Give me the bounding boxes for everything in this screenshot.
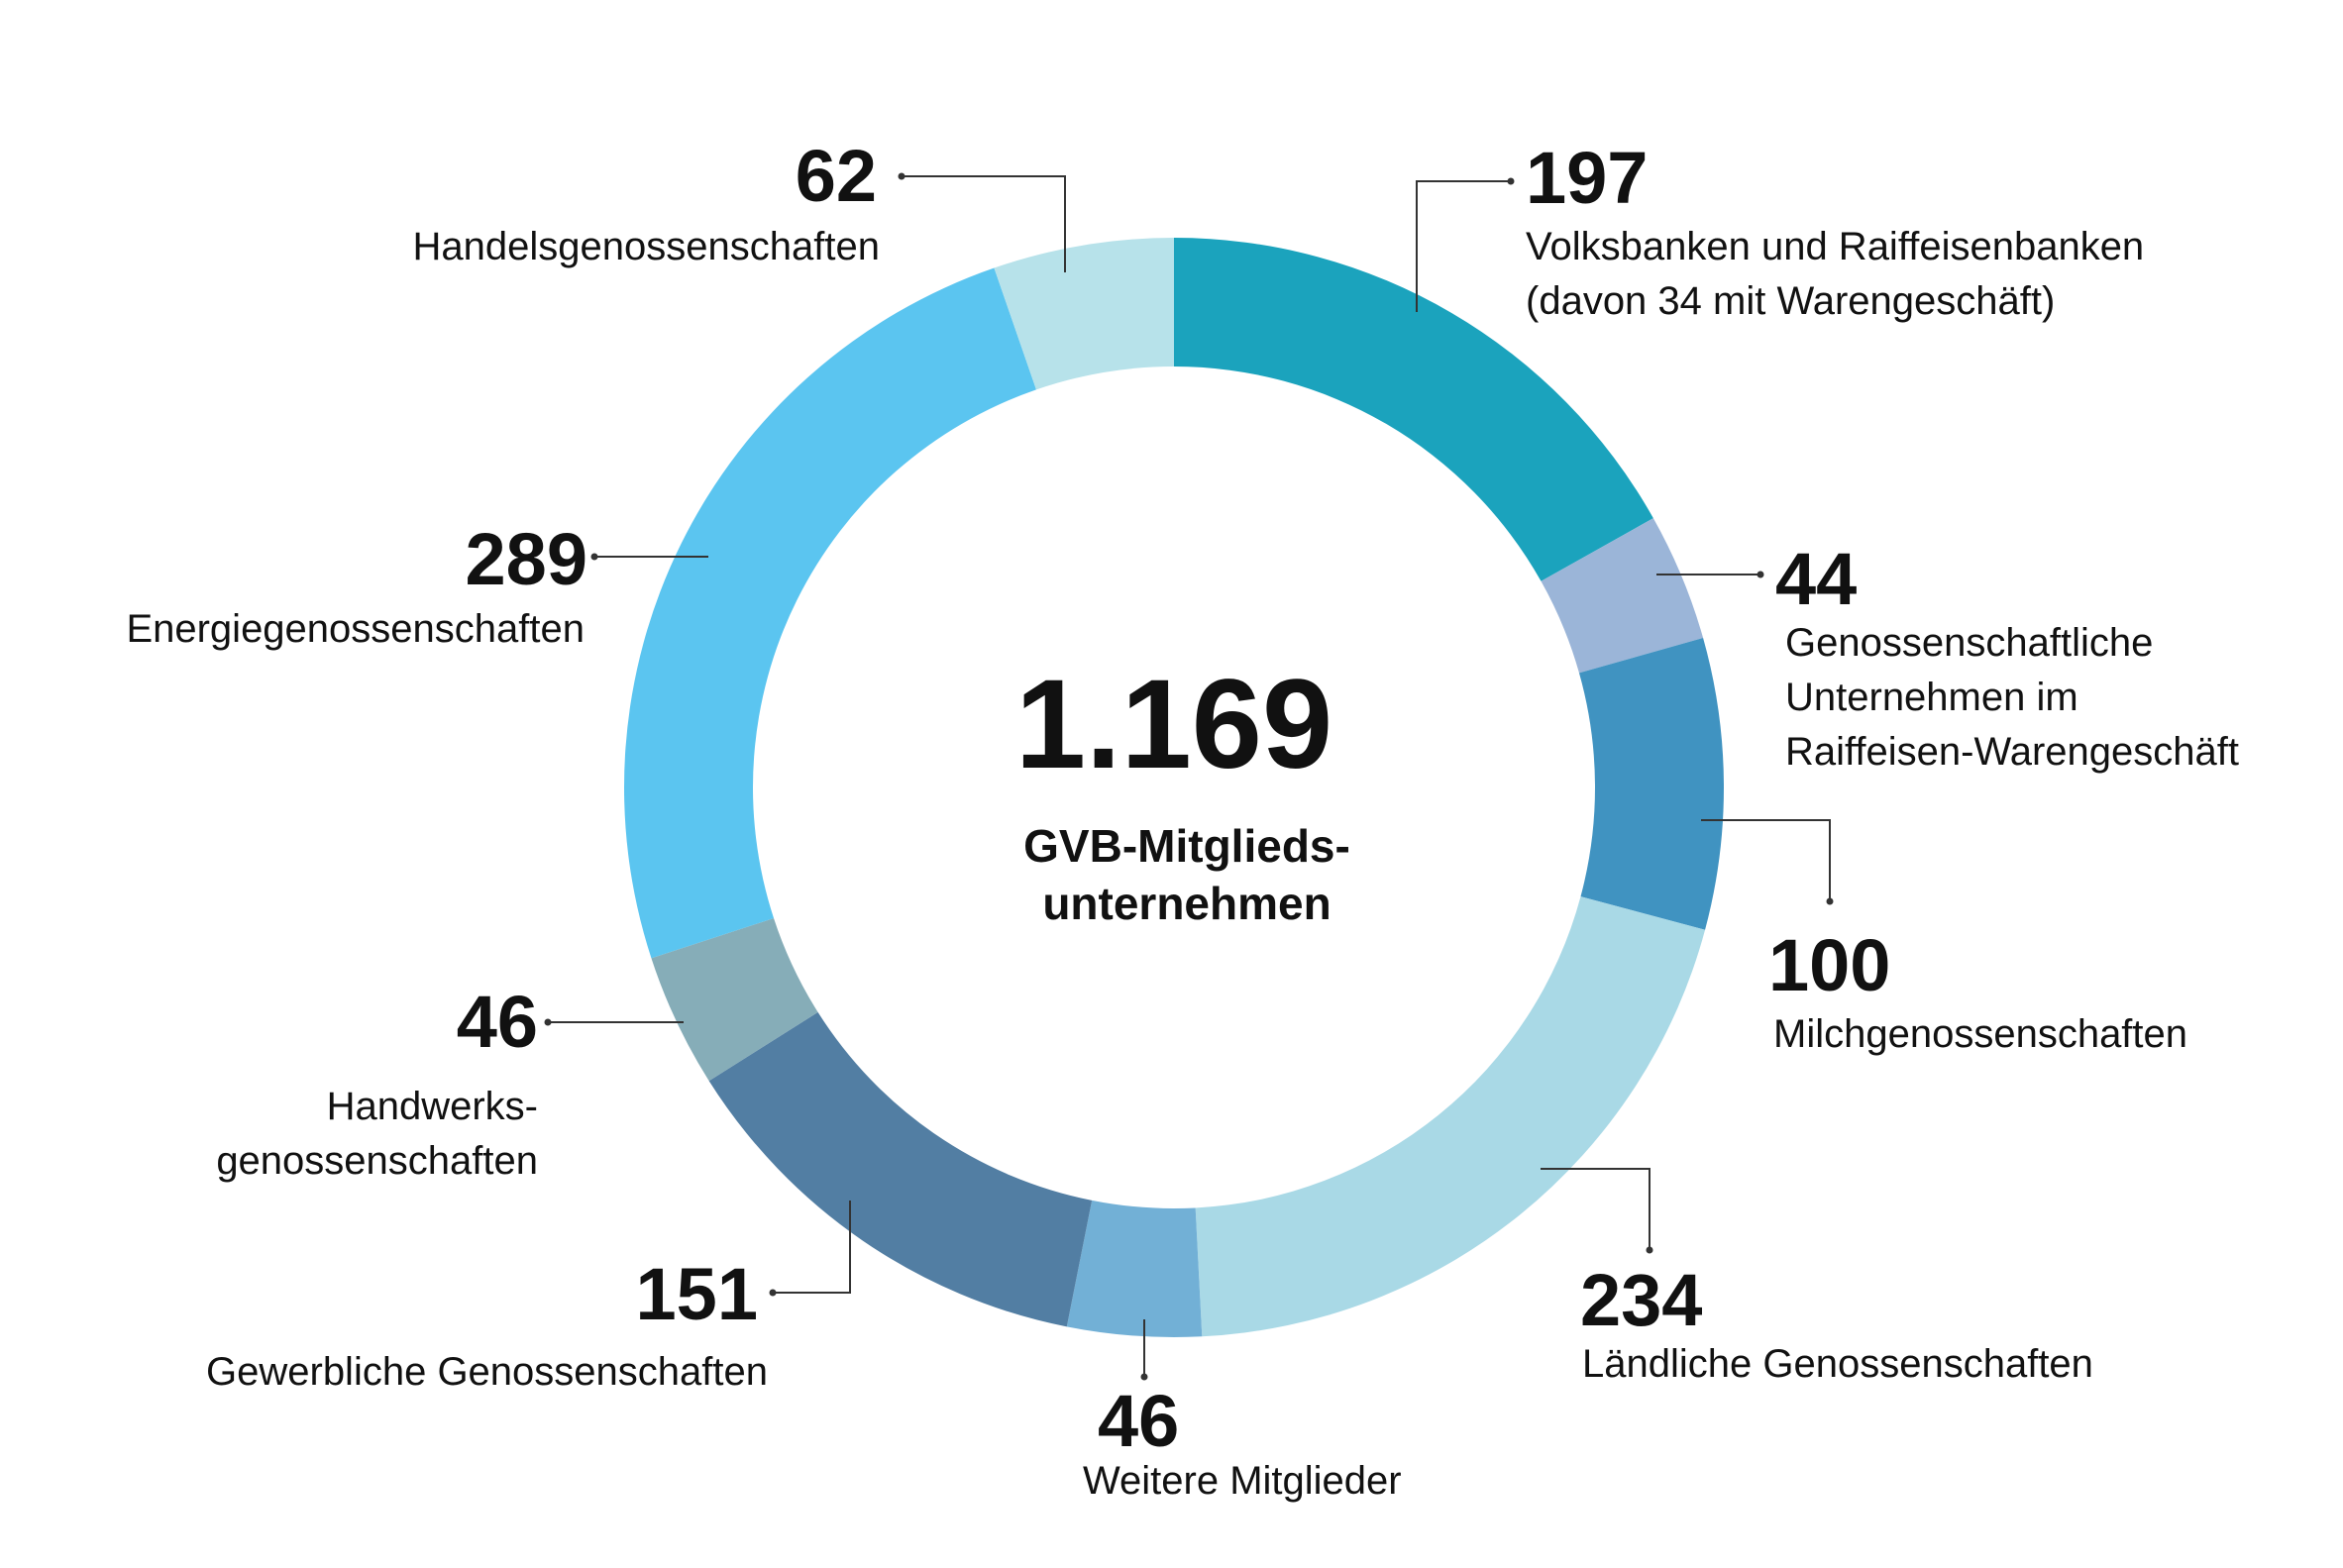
leader-lines	[544, 172, 1834, 1381]
leader-dot-gewerbliche-genossenschaften	[769, 1289, 777, 1297]
value-label-volksbanken-und-raiffeisenbanken: 197	[1526, 137, 1648, 219]
category-label-gewerbliche-genossenschaften-line-1: Gewerbliche Genossenschaften	[206, 1350, 768, 1394]
leader-dot-handelsgenossenschaften	[898, 172, 905, 180]
category-label-handwerksgenossenschaften-line-2: genossenschaften	[216, 1139, 538, 1183]
value-label-milchgenossenschaften: 100	[1768, 924, 1890, 1006]
leader-line-handelsgenossenschaften	[902, 175, 1066, 272]
category-label-handelsgenossenschaften-line-1: Handelsgenossenschaften	[413, 225, 880, 268]
category-label-weitere-mitglieder-line-1: Weitere Mitglieder	[1083, 1459, 1402, 1503]
category-label-genossenschaftliche-unternehmen-im-raiffeisen-warengeschaeft-line-2: Unternehmen im	[1785, 676, 2078, 719]
category-label-energiegenossenschaften-line-1: Energiegenossenschaften	[126, 607, 585, 651]
value-label-handelsgenossenschaften: 62	[796, 135, 877, 217]
center-total: 1.169	[1015, 654, 1332, 795]
donut-center: 1.169 GVB-Mitglieds- unternehmen	[1015, 654, 1350, 929]
slice-milchgenossenschaften	[1578, 638, 1724, 930]
leader-line-laendliche-genossenschaften	[1541, 1168, 1651, 1250]
slice-laendliche-genossenschaften	[1195, 896, 1706, 1337]
leader-dot-handwerksgenossenschaften	[544, 1018, 552, 1026]
slice-labels: 197 Volksbanken und Raiffeisenbanken (davo…	[126, 135, 2239, 1503]
slice-gewerbliche-genossenschaften	[708, 1011, 1093, 1327]
leader-line-gewerbliche-genossenschaften	[773, 1201, 851, 1294]
category-label-volksbanken-und-raiffeisenbanken-line-1: Volksbanken und Raiffeisenbanken	[1526, 225, 2144, 268]
value-label-gewerbliche-genossenschaften: 151	[636, 1253, 758, 1335]
category-label-handwerksgenossenschaften-line-1: Handwerks-	[327, 1085, 538, 1128]
leader-dot-weitere-mitglieder	[1140, 1373, 1148, 1381]
category-label-laendliche-genossenschaften-line-1: Ländliche Genossenschaften	[1582, 1342, 2093, 1386]
value-label-weitere-mitglieder: 46	[1098, 1380, 1179, 1462]
center-caption-line-2: unternehmen	[1042, 878, 1331, 929]
category-label-genossenschaftliche-unternehmen-im-raiffeisen-warengeschaeft-line-3: Raiffeisen-Warengeschäft	[1785, 730, 2239, 774]
slice-genossenschaftliche-unternehmen-im-raiffeisen-warengeschaeft	[1541, 518, 1704, 674]
slice-weitere-mitglieder	[1066, 1200, 1203, 1337]
leader-line-milchgenossenschaften	[1701, 819, 1831, 901]
slice-volksbanken-und-raiffeisenbanken	[1174, 238, 1653, 581]
leader-dot-laendliche-genossenschaften	[1646, 1246, 1653, 1254]
category-label-volksbanken-und-raiffeisenbanken-line-2: (davon 34 mit Warengeschäft)	[1526, 279, 2055, 323]
leader-dot-volksbanken-und-raiffeisenbanken	[1507, 177, 1515, 185]
center-caption-line-1: GVB-Mitglieds-	[1023, 820, 1350, 872]
leader-dot-milchgenossenschaften	[1826, 897, 1834, 905]
slice-handelsgenossenschaften	[994, 238, 1174, 390]
slice-energiegenossenschaften	[624, 267, 1036, 959]
value-label-handwerksgenossenschaften: 46	[457, 981, 538, 1063]
value-label-laendliche-genossenschaften: 234	[1580, 1259, 1702, 1341]
donut-slices	[624, 238, 1724, 1337]
slice-handwerksgenossenschaften	[651, 917, 818, 1082]
value-label-genossenschaftliche-unternehmen-im-raiffeisen-warengeschaeft: 44	[1775, 538, 1857, 620]
leader-dot-energiegenossenschaften	[590, 553, 598, 561]
category-label-genossenschaftliche-unternehmen-im-raiffeisen-warengeschaeft-line-1: Genossenschaftliche	[1785, 621, 2153, 665]
category-label-milchgenossenschaften-line-1: Milchgenossenschaften	[1773, 1012, 2187, 1056]
value-label-energiegenossenschaften: 289	[466, 518, 587, 600]
leader-dot-genossenschaftliche-unternehmen-im-raiffeisen-warengeschaeft	[1757, 571, 1764, 578]
leader-line-volksbanken-und-raiffeisenbanken	[1416, 180, 1511, 312]
